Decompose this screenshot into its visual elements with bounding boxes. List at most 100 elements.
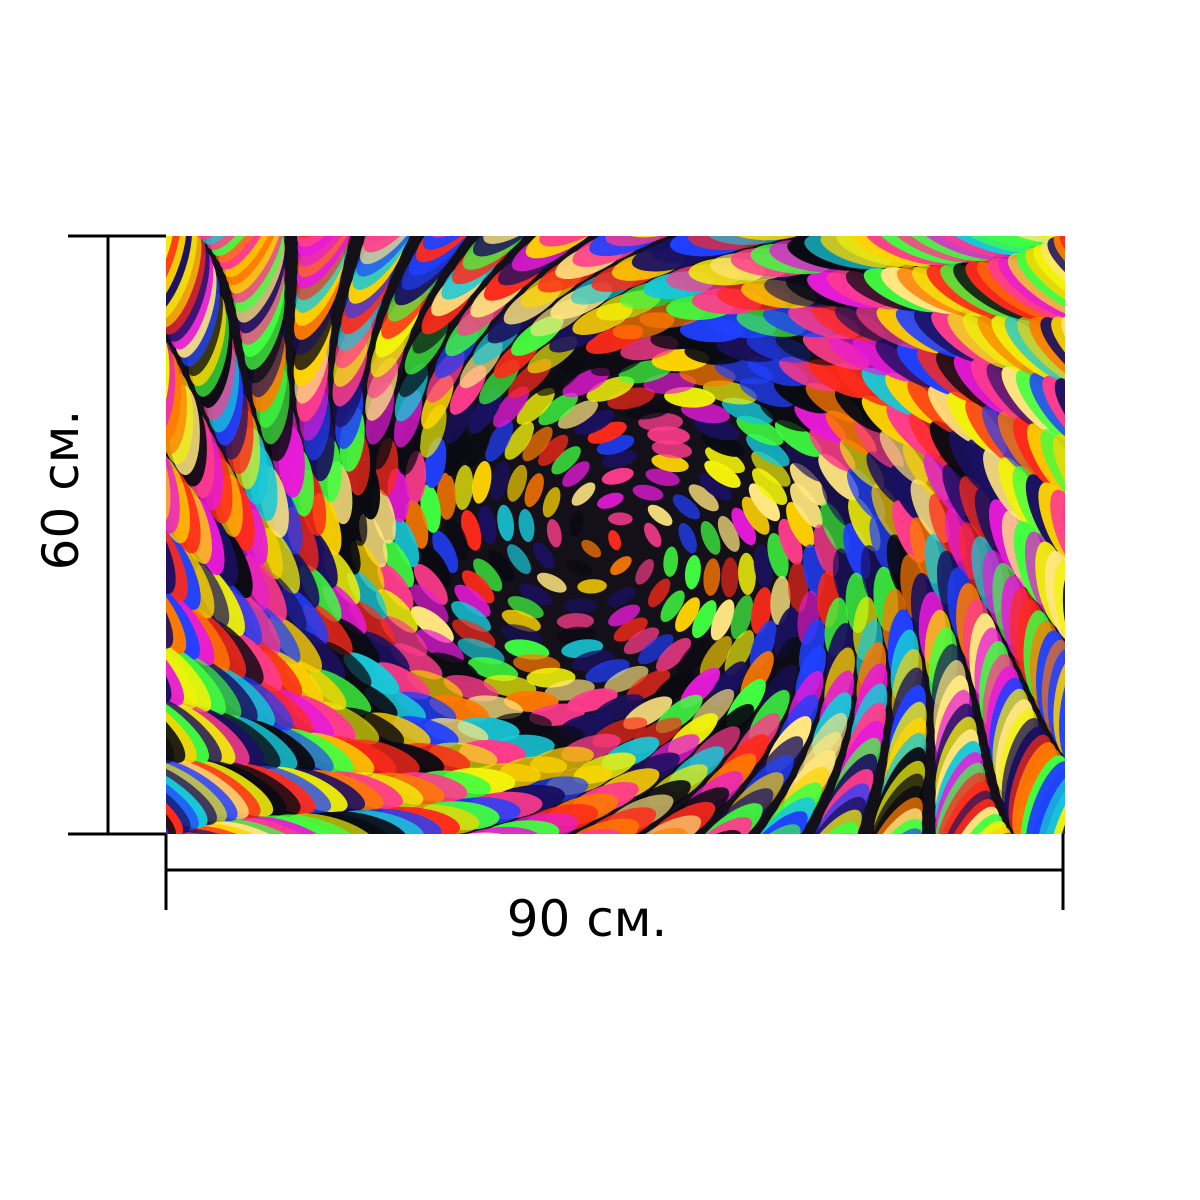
swirl-stroke <box>586 376 635 402</box>
swirl-stroke <box>643 522 662 548</box>
swirl-stroke <box>749 923 859 1023</box>
swirl-stroke <box>1187 342 1200 465</box>
swirl-stroke <box>200 37 308 160</box>
swirl-stroke <box>846 867 943 973</box>
swirl-stroke <box>0 334 21 456</box>
swirl-stroke <box>90 476 151 578</box>
swirl-stroke <box>533 995 658 1070</box>
swirl-stroke <box>733 146 833 180</box>
swirl-stroke <box>1148 367 1200 483</box>
swirl-stroke <box>346 922 454 962</box>
swirl-stroke <box>307 0 427 112</box>
swirl-stroke <box>1098 446 1174 554</box>
swirl-stroke <box>684 555 701 590</box>
swirl-stroke <box>549 100 656 168</box>
swirl-stroke <box>538 434 569 467</box>
swirl-stroke <box>989 99 1121 183</box>
swirl-stroke <box>853 885 954 995</box>
swirl-stroke <box>1078 300 1181 404</box>
swirl-stroke <box>656 987 780 1081</box>
swirl-stroke <box>0 788 65 904</box>
swirl-stroke <box>0 613 36 735</box>
swirl-stroke <box>89 280 139 392</box>
swirl-stroke <box>1069 855 1161 991</box>
swirl-stroke <box>956 839 1045 957</box>
swirl-stroke <box>498 0 634 37</box>
swirl-stroke <box>741 496 770 535</box>
swirl-stroke <box>0 334 13 458</box>
swirl-stroke <box>522 832 610 880</box>
swirl-stroke <box>1083 588 1127 691</box>
swirl-stroke <box>692 600 717 639</box>
swirl-stroke <box>698 473 732 501</box>
swirl-stroke <box>892 71 1020 136</box>
swirl-stroke <box>10 863 146 963</box>
swirl-stroke <box>1153 161 1200 276</box>
swirl-stroke <box>693 416 740 441</box>
swirl-stroke <box>450 1046 585 1115</box>
swirl-stroke <box>967 40 1108 119</box>
swirl-stroke <box>453 106 556 188</box>
swirl-stroke <box>263 82 365 193</box>
swirl-stroke <box>1056 371 1144 471</box>
swirl-stroke <box>296 236 365 238</box>
swirl-stroke <box>524 473 544 508</box>
swirl-stroke <box>1154 777 1200 913</box>
swirl-stroke <box>613 617 648 642</box>
swirl-stroke <box>504 841 594 888</box>
swirl-stroke <box>882 981 1005 1109</box>
swirl-stroke <box>275 866 383 921</box>
swirl-stroke <box>0 177 25 316</box>
swirl-stroke <box>656 103 764 154</box>
swirl-stroke <box>1077 140 1200 241</box>
swirl-stroke <box>570 41 689 112</box>
swirl-stroke <box>791 64 911 108</box>
swirl-stroke <box>739 378 796 408</box>
swirl-stroke <box>600 1050 737 1144</box>
swirl-stroke <box>59 603 148 706</box>
swirl-stroke <box>648 977 770 1068</box>
swirl-stroke <box>211 908 333 972</box>
swirl-stroke <box>862 140 976 200</box>
swirl-stroke <box>42 91 133 229</box>
swirl-stroke <box>200 963 331 1027</box>
swirl-stroke <box>488 0 625 32</box>
swirl-stroke <box>539 0 670 60</box>
swirl-stroke <box>662 97 771 148</box>
swirl-stroke <box>278 111 374 217</box>
swirl-stroke <box>748 903 854 1000</box>
swirl-stroke <box>35 251 90 372</box>
swirl-stroke <box>0 666 3 794</box>
swirl-stroke <box>1180 538 1200 658</box>
swirl-stroke <box>989 114 1119 198</box>
swirl-stroke <box>1126 707 1181 828</box>
swirl-stroke <box>1134 708 1189 830</box>
swirl-stroke <box>111 24 219 160</box>
swirl-stroke <box>1059 236 1065 301</box>
swirl-stroke <box>779 23 905 64</box>
swirl-stroke <box>1075 122 1200 222</box>
swirl-stroke <box>1106 847 1196 987</box>
swirl-stroke <box>1070 186 1194 287</box>
swirl-stroke <box>832 161 939 216</box>
swirl-stroke <box>403 891 502 927</box>
swirl-stroke <box>477 0 615 29</box>
swirl-stroke <box>321 1026 449 1069</box>
swirl-stroke <box>543 107 648 175</box>
swirl-stroke <box>0 689 103 799</box>
swirl-stroke <box>634 123 738 176</box>
swirl-stroke <box>730 0 867 19</box>
swirl-stroke <box>468 657 519 681</box>
swirl-stroke <box>0 336 5 461</box>
swirl-stroke <box>345 0 478 55</box>
swirl-stroke <box>1155 364 1200 481</box>
swirl-stroke <box>105 401 150 502</box>
swirl-stroke <box>1156 200 1200 316</box>
swirl-stroke <box>635 558 654 585</box>
swirl-stroke <box>208 989 342 1050</box>
swirl-stroke <box>673 879 773 960</box>
swirl-stroke <box>1075 172 1200 273</box>
swirl-stroke <box>1165 774 1200 911</box>
swirl-stroke <box>438 1035 570 1100</box>
swirl-stroke <box>1181 347 1200 469</box>
